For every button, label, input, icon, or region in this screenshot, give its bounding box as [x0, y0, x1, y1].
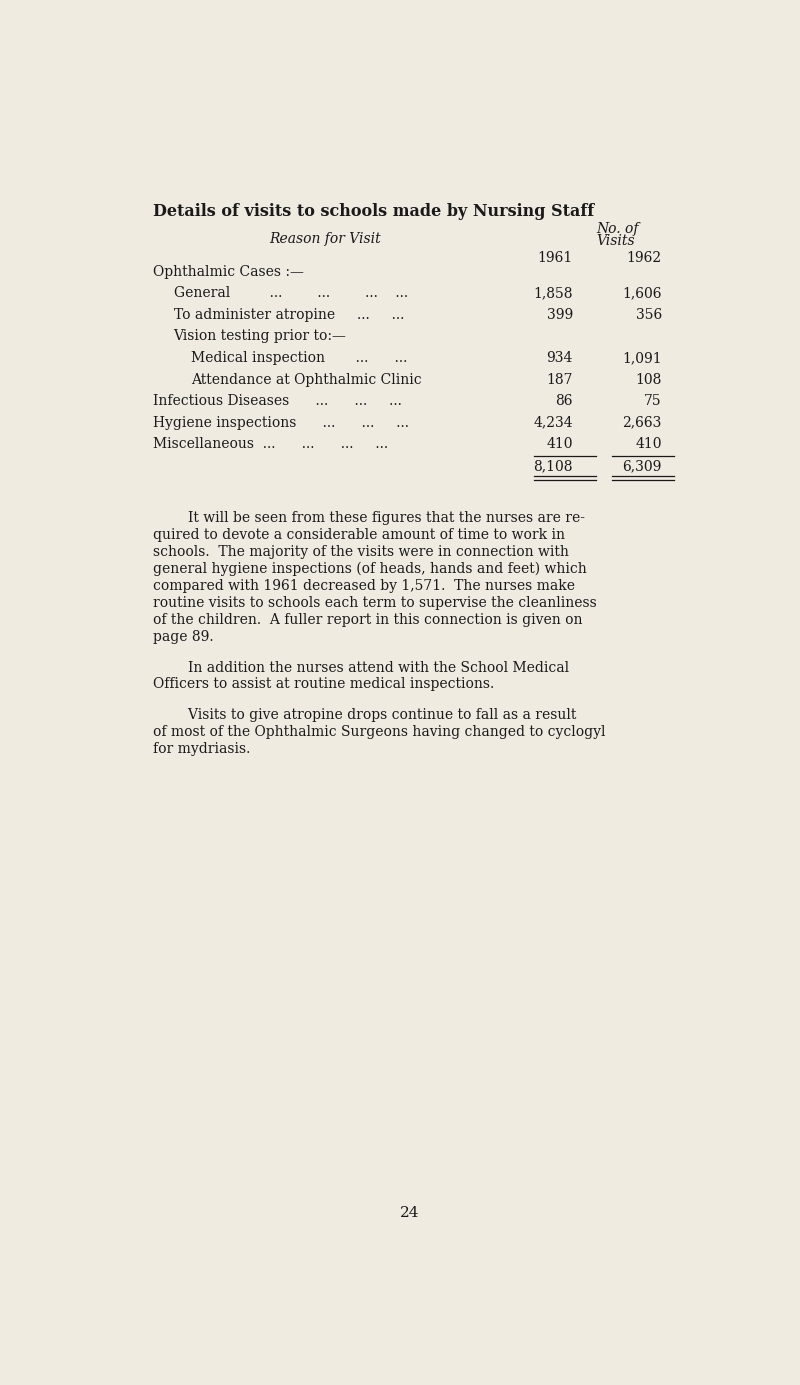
Text: 6,309: 6,309: [622, 458, 662, 472]
Text: Infectious Diseases      ...      ...     ...: Infectious Diseases ... ... ...: [153, 395, 402, 409]
Text: 1962: 1962: [626, 251, 662, 265]
Text: 410: 410: [635, 438, 662, 452]
Text: 410: 410: [546, 438, 573, 452]
Text: schools.  The majority of the visits were in connection with: schools. The majority of the visits were…: [153, 546, 569, 560]
Text: of most of the Ophthalmic Surgeons having changed to cyclogyl: of most of the Ophthalmic Surgeons havin…: [153, 726, 606, 740]
Text: routine visits to schools each term to supervise the cleanliness: routine visits to schools each term to s…: [153, 596, 597, 609]
Text: 1,858: 1,858: [534, 287, 573, 301]
Text: 75: 75: [644, 395, 662, 409]
Text: Officers to assist at routine medical inspections.: Officers to assist at routine medical in…: [153, 677, 494, 691]
Text: 8,108: 8,108: [534, 458, 573, 472]
Text: In addition the nurses attend with the School Medical: In addition the nurses attend with the S…: [153, 661, 569, 674]
Text: general hygiene inspections (of heads, hands and feet) which: general hygiene inspections (of heads, h…: [153, 562, 586, 576]
Text: for mydriasis.: for mydriasis.: [153, 742, 250, 756]
Text: Vision testing prior to:—: Vision testing prior to:—: [174, 330, 346, 343]
Text: Ophthalmic Cases :—: Ophthalmic Cases :—: [153, 265, 303, 278]
Text: 187: 187: [546, 373, 573, 386]
Text: 399: 399: [546, 307, 573, 321]
Text: General         ...        ...        ...    ...: General ... ... ... ...: [174, 287, 408, 301]
Text: Medical inspection       ...      ...: Medical inspection ... ...: [191, 350, 408, 366]
Text: page 89.: page 89.: [153, 630, 214, 644]
Text: 1961: 1961: [538, 251, 573, 265]
Text: 24: 24: [400, 1206, 420, 1220]
Text: 86: 86: [555, 395, 573, 409]
Text: Reason for Visit: Reason for Visit: [269, 233, 381, 247]
Text: 1,606: 1,606: [622, 287, 662, 301]
Text: 4,234: 4,234: [533, 416, 573, 429]
Text: 108: 108: [635, 373, 662, 386]
Text: It will be seen from these figures that the nurses are re-: It will be seen from these figures that …: [153, 511, 585, 525]
Text: quired to devote a considerable amount of time to work in: quired to devote a considerable amount o…: [153, 528, 565, 542]
Text: Visits: Visits: [596, 234, 634, 248]
Text: Attendance at Ophthalmic Clinic: Attendance at Ophthalmic Clinic: [191, 373, 422, 386]
Text: To administer atropine     ...     ...: To administer atropine ... ...: [174, 307, 404, 321]
Text: 2,663: 2,663: [622, 416, 662, 429]
Text: 1,091: 1,091: [622, 350, 662, 366]
Text: 356: 356: [636, 307, 662, 321]
Text: Visits to give atropine drops continue to fall as a result: Visits to give atropine drops continue t…: [153, 708, 576, 723]
Text: compared with 1961 decreased by 1,571.  The nurses make: compared with 1961 decreased by 1,571. T…: [153, 579, 574, 593]
Text: No. of: No. of: [596, 222, 638, 235]
Text: of the children.  A fuller report in this connection is given on: of the children. A fuller report in this…: [153, 612, 582, 627]
Text: Details of visits to schools made by Nursing Staff: Details of visits to schools made by Nur…: [153, 204, 594, 220]
Text: 934: 934: [546, 350, 573, 366]
Text: Miscellaneous  ...      ...      ...     ...: Miscellaneous ... ... ... ...: [153, 438, 388, 452]
Text: Hygiene inspections      ...      ...     ...: Hygiene inspections ... ... ...: [153, 416, 409, 429]
